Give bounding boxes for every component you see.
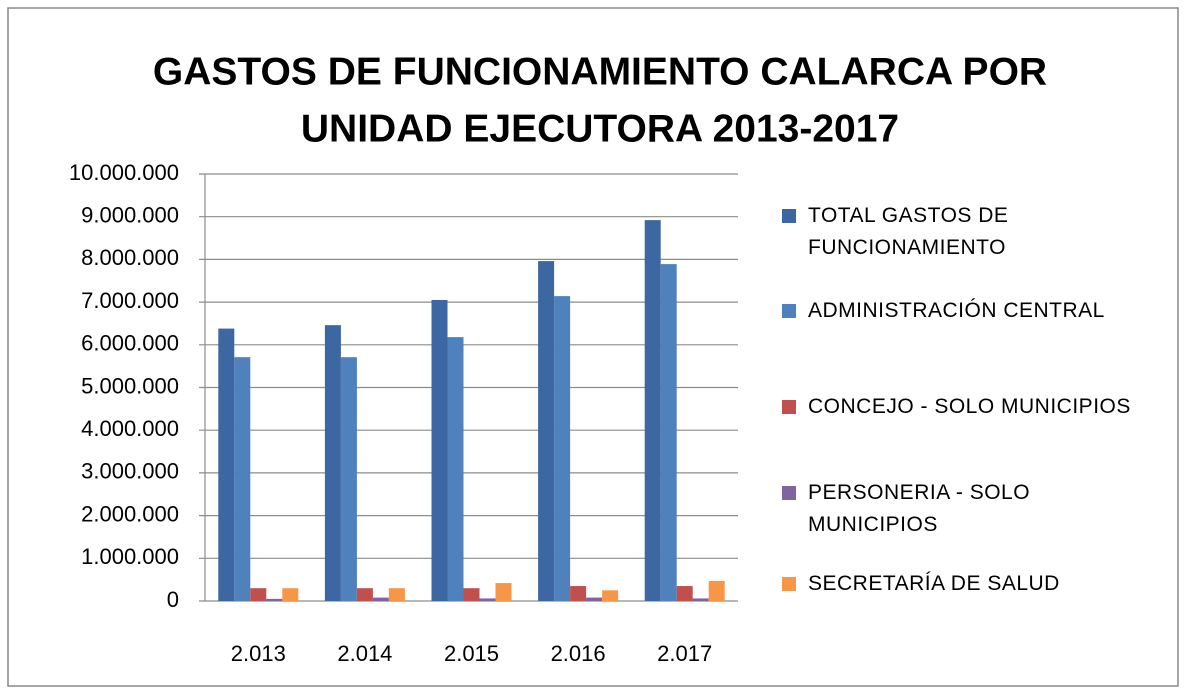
bar: [479, 598, 496, 601]
bar: [282, 588, 299, 601]
y-tick-label: 8.000.000: [81, 245, 179, 270]
chart-title: GASTOS DE FUNCIONAMIENTO CALARCA POR: [153, 50, 1047, 93]
bar: [708, 580, 725, 601]
bar: [602, 590, 619, 601]
y-tick-label: 5.000.000: [81, 373, 179, 398]
legend-label: CONCEJO - SOLO MUNICIPIOS: [808, 395, 1131, 418]
x-tick-label: 2.013: [231, 641, 286, 666]
bar: [218, 328, 235, 601]
y-tick-label: 1.000.000: [81, 544, 179, 569]
legend-label: ADMINISTRACIÓN CENTRAL: [808, 299, 1105, 322]
bar: [495, 583, 512, 601]
y-tick-label: 7.000.000: [81, 288, 179, 313]
bar: [463, 588, 480, 601]
legend-label: PERSONERIA - SOLO MUNICIPIOS: [808, 481, 1031, 536]
legend-swatch: [782, 400, 796, 414]
x-tick-label: 2.017: [657, 641, 712, 666]
bar: [644, 220, 661, 601]
bar: [660, 264, 677, 601]
y-tick-label: 4.000.000: [81, 416, 179, 441]
y-tick-label: 2.000.000: [81, 501, 179, 526]
y-tick-label: 0: [167, 587, 179, 612]
bar: [388, 588, 405, 601]
bar: [447, 337, 464, 601]
y-tick-label: 6.000.000: [81, 331, 179, 356]
bar: [250, 588, 267, 601]
bar: [692, 598, 709, 601]
bar: [324, 325, 341, 601]
bar: [356, 588, 373, 601]
y-tick-label: 9.000.000: [81, 203, 179, 228]
bar: [554, 296, 571, 601]
bar: [266, 598, 283, 601]
legend-label: TOTAL GASTOS DE FUNCIONAMIENTO: [808, 204, 1009, 259]
bar: [538, 261, 555, 601]
x-tick-label: 2.016: [551, 641, 606, 666]
x-tick-label: 2.015: [444, 641, 499, 666]
x-tick-label: 2.014: [337, 641, 392, 666]
bar: [340, 357, 357, 601]
legend-swatch: [782, 577, 796, 591]
y-tick-label: 3.000.000: [81, 459, 179, 484]
chart-border: [7, 7, 1179, 687]
y-tick-label: 10.000.000: [69, 160, 179, 185]
bar: [676, 586, 693, 601]
bar: [586, 597, 603, 601]
bar: [570, 586, 587, 601]
bar: [372, 597, 389, 601]
bar: [431, 299, 448, 601]
chart-title: UNIDAD EJECUTORA 2013-2017: [301, 107, 899, 150]
legend-swatch: [782, 209, 796, 223]
bar: [234, 357, 251, 601]
legend-label: SECRETARÍA DE SALUD: [808, 572, 1060, 595]
legend-swatch: [782, 486, 796, 500]
legend-swatch: [782, 304, 796, 318]
